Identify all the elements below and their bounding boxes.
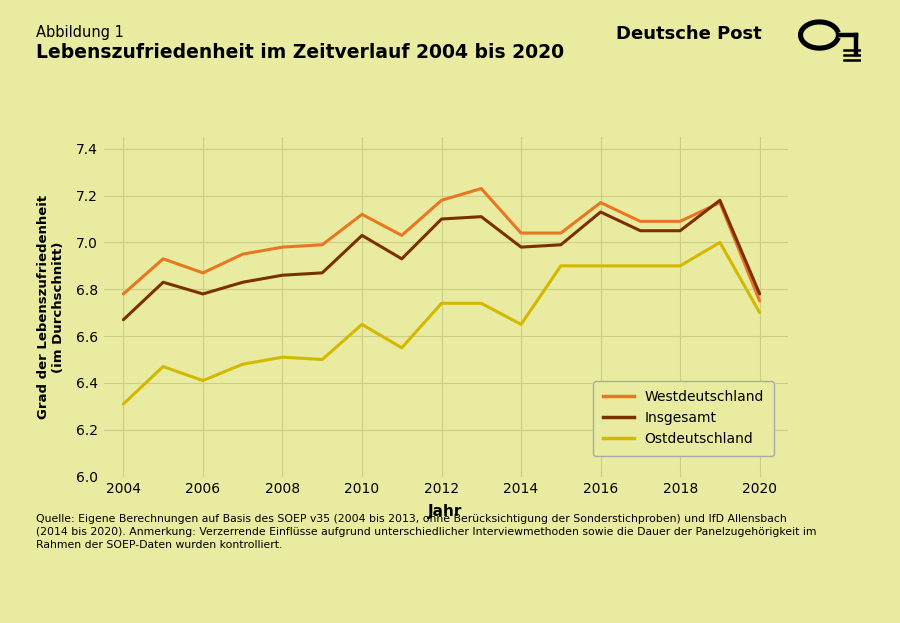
Text: Lebenszufriedenheit im Zeitverlauf 2004 bis 2020: Lebenszufriedenheit im Zeitverlauf 2004 …	[36, 44, 564, 62]
X-axis label: Jahr: Jahr	[428, 505, 463, 520]
Text: Quelle: Eigene Berechnungen auf Basis des SOEP v35 (2004 bis 2013, ohne Berücksi: Quelle: Eigene Berechnungen auf Basis de…	[36, 514, 816, 550]
Legend: Westdeutschland, Insgesamt, Ostdeutschland: Westdeutschland, Insgesamt, Ostdeutschla…	[593, 381, 774, 456]
Text: Abbildung 1: Abbildung 1	[36, 26, 124, 40]
Y-axis label: Grad der Lebenszufriedenheit
(im Durchschnitt): Grad der Lebenszufriedenheit (im Durchsc…	[37, 195, 65, 419]
Text: Deutsche Post: Deutsche Post	[616, 26, 762, 43]
